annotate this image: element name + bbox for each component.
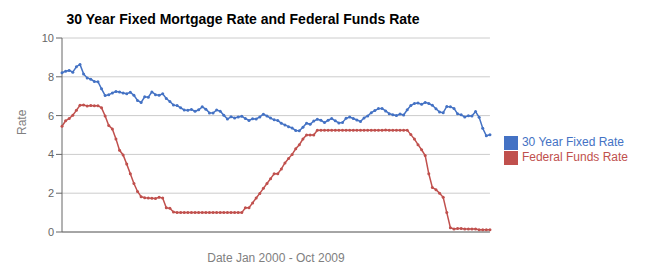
- svg-text:4: 4: [48, 148, 54, 160]
- svg-text:Rate: Rate: [15, 109, 29, 135]
- svg-text:10: 10: [42, 32, 54, 44]
- html-text:30 Year Fixed Mortgage Rate an: 30 Year Fixed Mortgage Rate and Federal …: [66, 11, 420, 27]
- svg-text:Date Jan 2000 - Oct 2009: Date Jan 2000 - Oct 2009: [207, 251, 345, 265]
- svg-text:6: 6: [48, 110, 54, 122]
- svg-text:8: 8: [48, 71, 54, 83]
- svg-text:0: 0: [48, 226, 54, 238]
- svg-text:2: 2: [48, 187, 54, 199]
- html-text:Federal Funds Rate: Federal Funds Rate: [521, 150, 628, 164]
- html-text:30 Year Fixed Rate: 30 Year Fixed Rate: [521, 135, 624, 150]
